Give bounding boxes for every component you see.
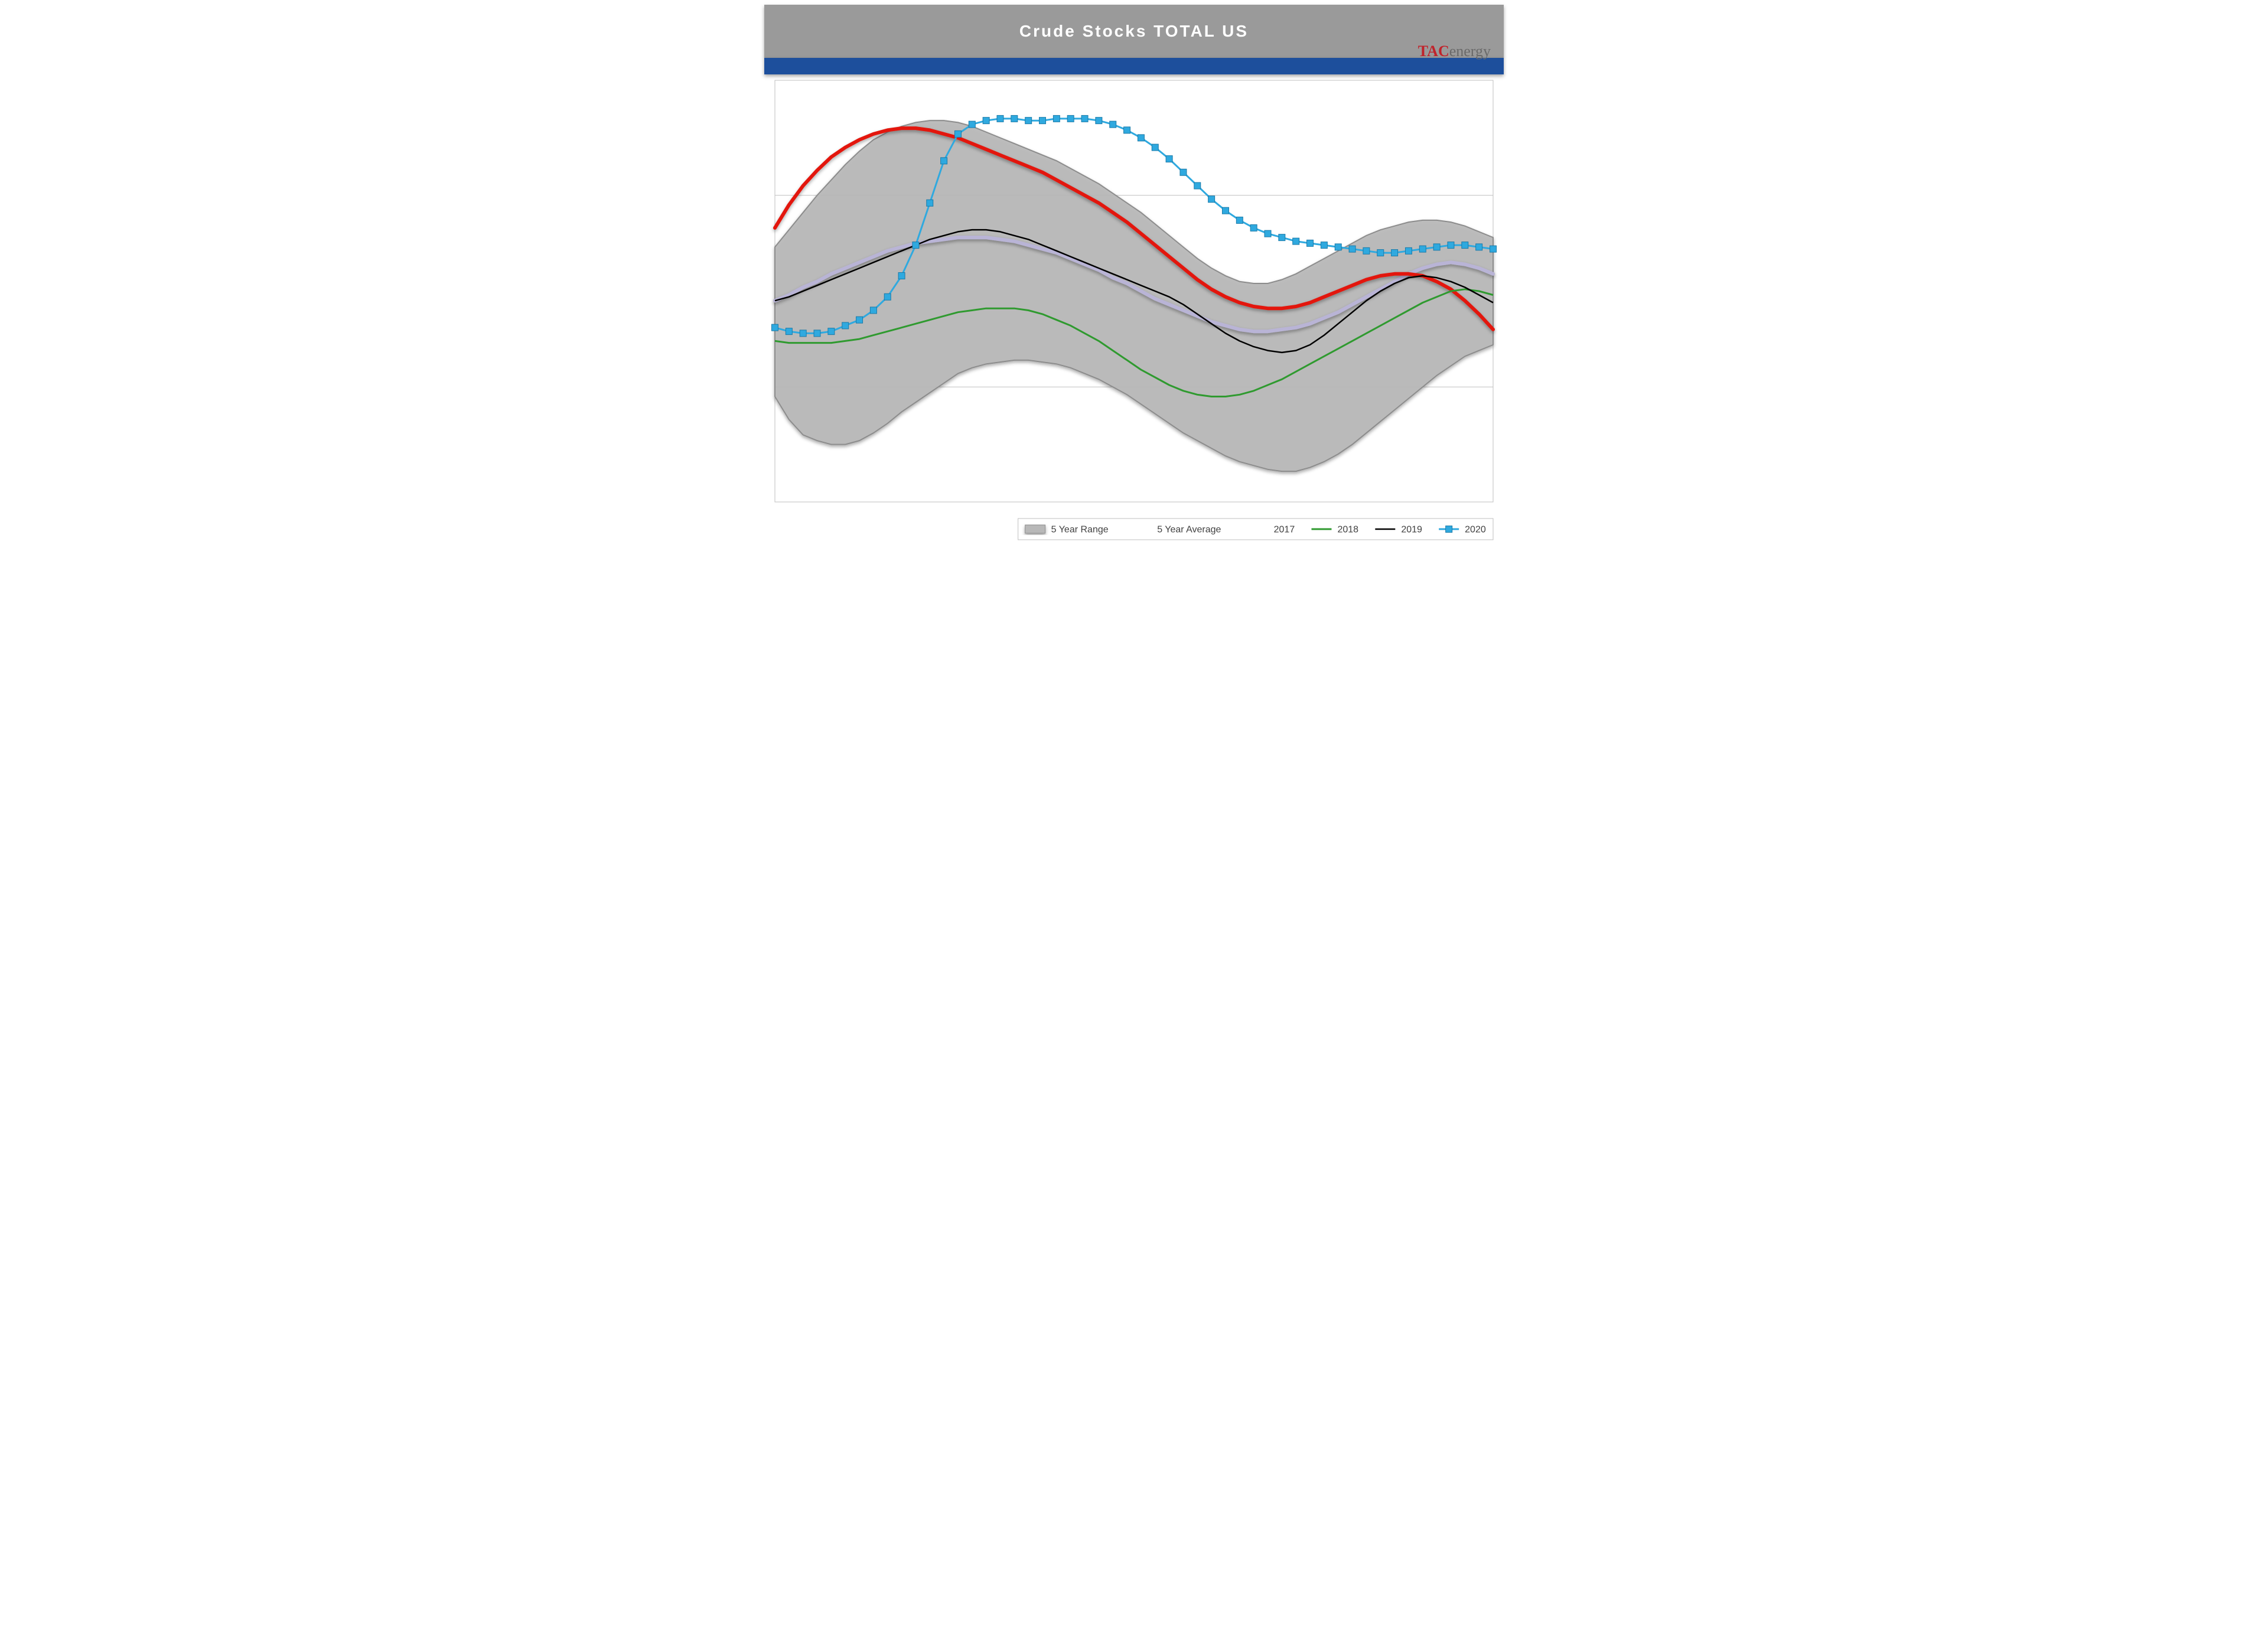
- logo-red: TAC: [1418, 43, 1449, 60]
- svg-text:2020: 2020: [1465, 525, 1486, 535]
- title-bar: Crude Stocks TOTAL US: [764, 5, 1504, 58]
- svg-text:2018: 2018: [1337, 525, 1358, 535]
- plot-area: 5 Year Range 5 Year Average 2017 2018 2019 20…: [764, 74, 1504, 543]
- brand-logo: TACenergy: [1418, 43, 1491, 60]
- svg-text:2017: 2017: [1274, 525, 1295, 535]
- svg-text:5 Year Range: 5 Year Range: [1051, 525, 1109, 535]
- chart-svg: 5 Year Range 5 Year Average 2017 2018 2019 20…: [764, 74, 1504, 543]
- accent-strip: [764, 58, 1504, 74]
- chart-container: Crude Stocks TOTAL US TACenergy 5 Year R…: [756, 0, 1512, 549]
- logo-grey: energy: [1449, 43, 1491, 60]
- chart-title: Crude Stocks TOTAL US: [1019, 22, 1249, 41]
- svg-text:2019: 2019: [1401, 525, 1422, 535]
- svg-text:5 Year Average: 5 Year Average: [1157, 525, 1221, 535]
